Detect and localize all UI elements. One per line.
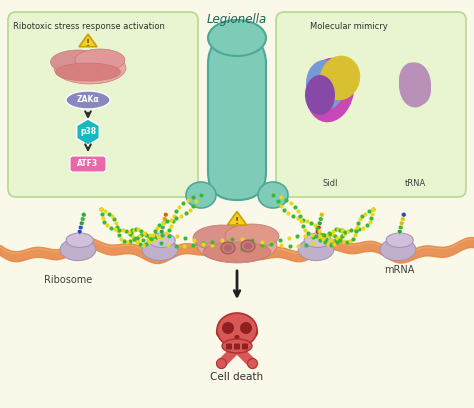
Ellipse shape — [225, 224, 279, 248]
Ellipse shape — [66, 233, 93, 247]
Ellipse shape — [224, 244, 232, 251]
Circle shape — [318, 221, 322, 226]
Circle shape — [400, 221, 404, 226]
Ellipse shape — [222, 339, 252, 353]
Circle shape — [77, 229, 82, 234]
FancyBboxPatch shape — [276, 12, 466, 197]
Ellipse shape — [148, 233, 175, 247]
FancyBboxPatch shape — [242, 344, 248, 350]
Circle shape — [81, 217, 85, 221]
Ellipse shape — [51, 50, 106, 74]
Circle shape — [79, 221, 84, 226]
Circle shape — [160, 225, 165, 230]
Circle shape — [163, 217, 167, 221]
Ellipse shape — [399, 62, 425, 98]
Circle shape — [78, 225, 83, 230]
Circle shape — [316, 225, 321, 230]
Text: ATF3: ATF3 — [77, 160, 99, 169]
Polygon shape — [77, 119, 99, 145]
Ellipse shape — [197, 227, 277, 263]
Text: SidI: SidI — [322, 179, 338, 188]
Text: Molecular mimicry: Molecular mimicry — [310, 22, 388, 31]
Ellipse shape — [217, 313, 257, 347]
FancyBboxPatch shape — [8, 12, 198, 197]
Text: ZAKα: ZAKα — [77, 95, 100, 104]
Ellipse shape — [399, 62, 431, 107]
FancyBboxPatch shape — [226, 344, 232, 350]
Ellipse shape — [409, 75, 431, 105]
Ellipse shape — [142, 239, 178, 261]
Text: Ribosome: Ribosome — [44, 275, 92, 285]
Ellipse shape — [306, 58, 354, 122]
Ellipse shape — [235, 335, 239, 339]
Circle shape — [319, 217, 323, 221]
Ellipse shape — [193, 225, 251, 251]
Text: mRNA: mRNA — [384, 265, 415, 275]
Circle shape — [315, 229, 320, 234]
Circle shape — [82, 212, 86, 217]
Ellipse shape — [60, 239, 96, 261]
Text: !: ! — [86, 38, 90, 48]
Ellipse shape — [244, 242, 252, 250]
Ellipse shape — [186, 182, 216, 208]
Ellipse shape — [380, 239, 416, 261]
FancyBboxPatch shape — [234, 344, 240, 350]
Circle shape — [217, 359, 227, 368]
Ellipse shape — [258, 182, 288, 208]
Circle shape — [217, 328, 227, 337]
Circle shape — [401, 217, 405, 221]
Circle shape — [401, 212, 406, 217]
Ellipse shape — [66, 91, 110, 109]
Circle shape — [319, 212, 324, 217]
Ellipse shape — [203, 242, 271, 262]
Circle shape — [240, 322, 252, 334]
Ellipse shape — [55, 63, 120, 81]
Circle shape — [161, 221, 166, 226]
FancyBboxPatch shape — [70, 156, 106, 172]
Ellipse shape — [386, 233, 413, 247]
Ellipse shape — [54, 52, 126, 84]
Text: !: ! — [235, 217, 239, 226]
Polygon shape — [79, 34, 97, 47]
Ellipse shape — [304, 233, 331, 247]
Text: p38: p38 — [80, 127, 96, 137]
Ellipse shape — [320, 55, 360, 100]
Circle shape — [398, 225, 403, 230]
Ellipse shape — [221, 242, 235, 254]
Circle shape — [247, 359, 257, 368]
Text: Legionella: Legionella — [207, 13, 267, 27]
Circle shape — [247, 328, 257, 337]
Circle shape — [222, 322, 234, 334]
Ellipse shape — [298, 239, 334, 261]
FancyBboxPatch shape — [208, 36, 266, 200]
Ellipse shape — [208, 20, 266, 56]
Circle shape — [397, 229, 402, 234]
Circle shape — [159, 229, 164, 234]
Polygon shape — [227, 212, 247, 225]
Ellipse shape — [75, 49, 125, 71]
Ellipse shape — [305, 75, 335, 115]
Text: Cell death: Cell death — [210, 372, 264, 382]
Text: Ribotoxic stress response activation: Ribotoxic stress response activation — [13, 22, 165, 31]
Ellipse shape — [241, 240, 255, 252]
Ellipse shape — [306, 60, 344, 110]
Circle shape — [164, 212, 168, 217]
Text: tRNA: tRNA — [404, 179, 426, 188]
